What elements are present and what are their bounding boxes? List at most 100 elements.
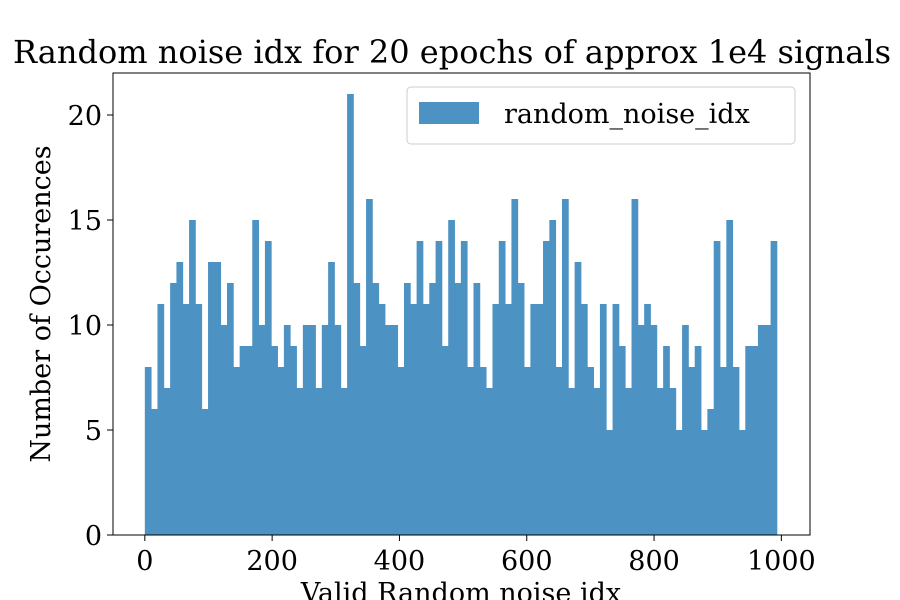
histogram-bar	[757, 325, 765, 535]
histogram-bar	[770, 241, 778, 535]
histogram-bar	[745, 346, 753, 535]
histogram-bar	[366, 199, 373, 535]
y-tick-label: 15	[68, 206, 102, 237]
histogram-bar	[738, 430, 746, 535]
histogram-bar	[226, 283, 234, 535]
histogram-bar	[309, 325, 316, 535]
legend-label: random_noise_idx	[504, 99, 750, 130]
histogram-bar	[486, 388, 493, 535]
histogram-bar	[536, 304, 544, 535]
histogram-bar	[391, 325, 399, 535]
histogram-bar	[347, 94, 354, 535]
histogram-bar	[625, 388, 632, 535]
histogram-bar	[663, 346, 670, 535]
histogram-bar	[157, 304, 165, 535]
histogram-bar	[511, 199, 519, 535]
legend: random_noise_idx	[406, 86, 796, 145]
histogram-bar	[353, 283, 361, 535]
histogram-bar	[435, 241, 443, 535]
y-tick-label: 20	[68, 101, 102, 132]
histogram-bar	[321, 325, 329, 535]
histogram-bar	[682, 325, 689, 535]
histogram-bar	[220, 325, 228, 535]
histogram-bar	[290, 346, 297, 535]
histogram-bar	[612, 304, 620, 535]
histogram-bar	[675, 430, 683, 535]
y-tick-label: 10	[68, 311, 102, 342]
histogram-bar	[574, 262, 582, 535]
histogram-bar	[549, 220, 557, 535]
histogram-bar	[176, 262, 184, 535]
histogram-bar	[233, 367, 241, 535]
histogram-bar	[397, 367, 405, 535]
histogram-bar	[732, 367, 740, 535]
histogram-bar	[182, 304, 190, 535]
histogram-bar	[416, 241, 424, 535]
histogram-bar	[258, 325, 266, 535]
histogram-bar	[618, 346, 626, 535]
histogram-bar	[385, 325, 392, 535]
histogram-bar	[568, 388, 576, 535]
legend-frame	[406, 86, 796, 145]
x-tick-label: 800	[628, 546, 680, 577]
histogram-bar	[422, 304, 430, 535]
histogram-bar	[195, 304, 203, 535]
y-tick-label: 5	[85, 416, 102, 447]
axes-group: 0 200 400 600 800 1000 0 5 10 15 20	[68, 72, 816, 577]
x-axis-label: Valid Random noise idx	[300, 578, 621, 600]
histogram-bar	[498, 241, 506, 535]
histogram-bar	[340, 388, 348, 535]
histogram-bar	[631, 199, 639, 535]
histogram-bar	[410, 304, 418, 535]
chart-title: Random noise idx for 20 epochs of approx…	[13, 33, 891, 71]
histogram-bar	[245, 346, 253, 535]
histogram-bar	[587, 367, 594, 535]
histogram-bar	[707, 409, 715, 535]
legend-swatch	[419, 102, 479, 124]
histogram-bar	[479, 367, 487, 535]
histogram-bar	[214, 262, 222, 535]
x-tick-label: 200	[246, 546, 298, 577]
histogram-bar	[701, 430, 708, 535]
histogram-bar	[656, 388, 664, 535]
histogram-bar	[561, 199, 569, 535]
histogram-bar	[163, 388, 171, 535]
histogram-bar	[688, 367, 696, 535]
histogram-bar	[543, 241, 550, 535]
histogram-bar	[720, 367, 727, 535]
histogram-bar	[144, 367, 152, 535]
histogram-bar	[271, 346, 278, 535]
histogram-bar	[669, 388, 677, 535]
histogram-bar	[530, 304, 538, 535]
histogram-bar	[726, 220, 734, 535]
histogram-bar	[201, 409, 209, 535]
histogram-bar	[359, 346, 367, 535]
x-tick-label: 600	[501, 546, 553, 577]
histogram-bar	[277, 367, 285, 535]
histogram-bar	[252, 220, 259, 535]
histogram-bar	[644, 304, 651, 535]
y-tick-label: 0	[85, 521, 102, 552]
histogram-bar	[650, 325, 658, 535]
histogram-bar	[403, 283, 411, 535]
histogram-bar	[302, 325, 310, 535]
bars-group	[144, 94, 778, 535]
histogram-bar	[460, 241, 468, 535]
histogram-bar	[170, 283, 177, 535]
y-axis-label: Number of Occurences	[26, 145, 57, 462]
histogram-bar	[751, 346, 759, 535]
histogram-bar	[517, 283, 525, 535]
x-tick-label: 0	[136, 546, 153, 577]
histogram-bar	[764, 325, 771, 535]
histogram-bar	[441, 346, 449, 535]
histogram-bar	[637, 325, 645, 535]
histogram-bar	[599, 304, 607, 535]
histogram-bar	[378, 304, 386, 535]
histogram-bar	[713, 241, 721, 535]
x-tick-label: 400	[374, 546, 426, 577]
histogram-bar	[580, 304, 588, 535]
x-tick-label: 1000	[747, 546, 816, 577]
histogram-bar	[505, 304, 512, 535]
plot-frame	[112, 72, 811, 536]
